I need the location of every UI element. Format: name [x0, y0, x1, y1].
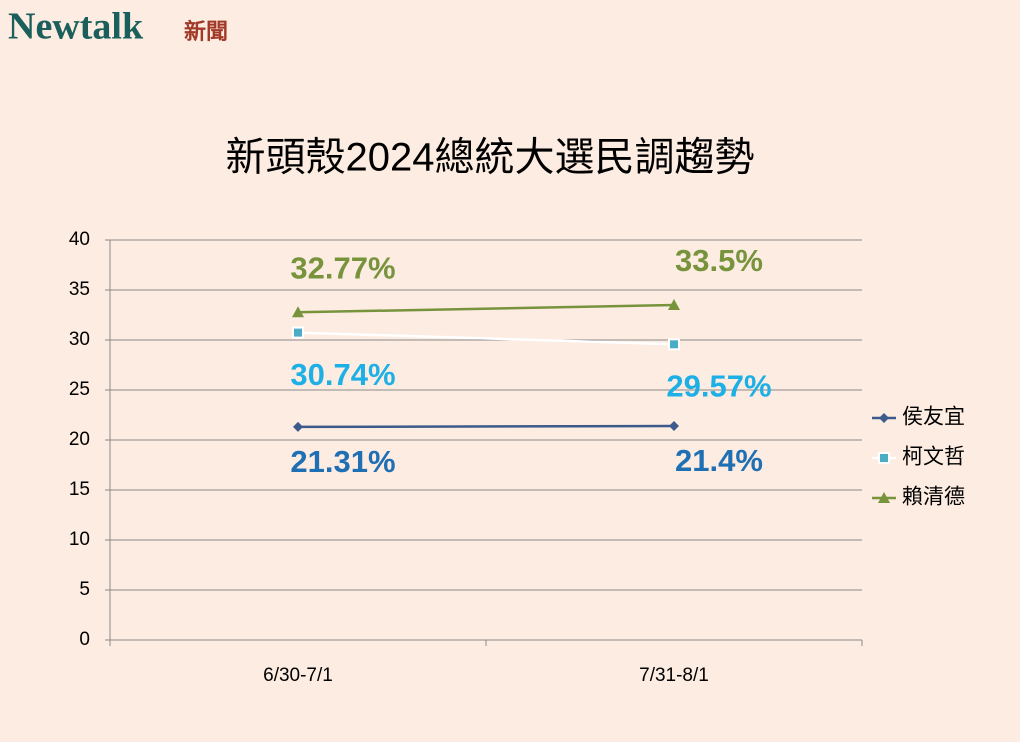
series-line [297, 424, 675, 429]
series-line [297, 303, 675, 314]
chart-title: 新頭殼2024總統大選民調趨勢 [226, 136, 755, 180]
marker [878, 492, 890, 503]
marker [293, 421, 303, 432]
y-tick-label: 35 [69, 279, 90, 300]
series-line [297, 331, 675, 346]
marker [878, 452, 890, 464]
y-tick-label: 25 [69, 379, 90, 400]
y-tick-label: 15 [69, 479, 90, 500]
y-tick-label: 5 [79, 579, 90, 600]
y-tick-label: 10 [69, 529, 90, 550]
marker [669, 421, 679, 431]
y-tick-label: 20 [69, 429, 90, 450]
y-tick-label: 40 [69, 229, 90, 250]
x-tick-label: 6/30-7/1 [263, 665, 333, 686]
value-label: 29.57% [666, 368, 771, 403]
marker [668, 338, 680, 351]
marker [668, 299, 680, 310]
value-label: 32.77% [290, 250, 395, 285]
marker [879, 413, 889, 423]
x-tick-label: 7/31-8/1 [639, 665, 709, 686]
value-label: 21.4% [675, 443, 763, 478]
value-label: 33.5% [675, 243, 763, 278]
value-label: 21.31% [290, 444, 395, 479]
y-tick-label: 0 [79, 629, 90, 650]
legend-label: 賴清德 [902, 486, 965, 509]
y-tick-label: 30 [69, 329, 90, 350]
marker [292, 306, 304, 318]
marker [292, 326, 304, 339]
logo-sub: 新聞 [184, 19, 228, 45]
legend-label: 侯友宜 [902, 406, 965, 429]
logo: Newtalk [8, 6, 144, 48]
value-label: 30.74% [290, 357, 395, 392]
legend-label: 柯文哲 [902, 446, 965, 469]
